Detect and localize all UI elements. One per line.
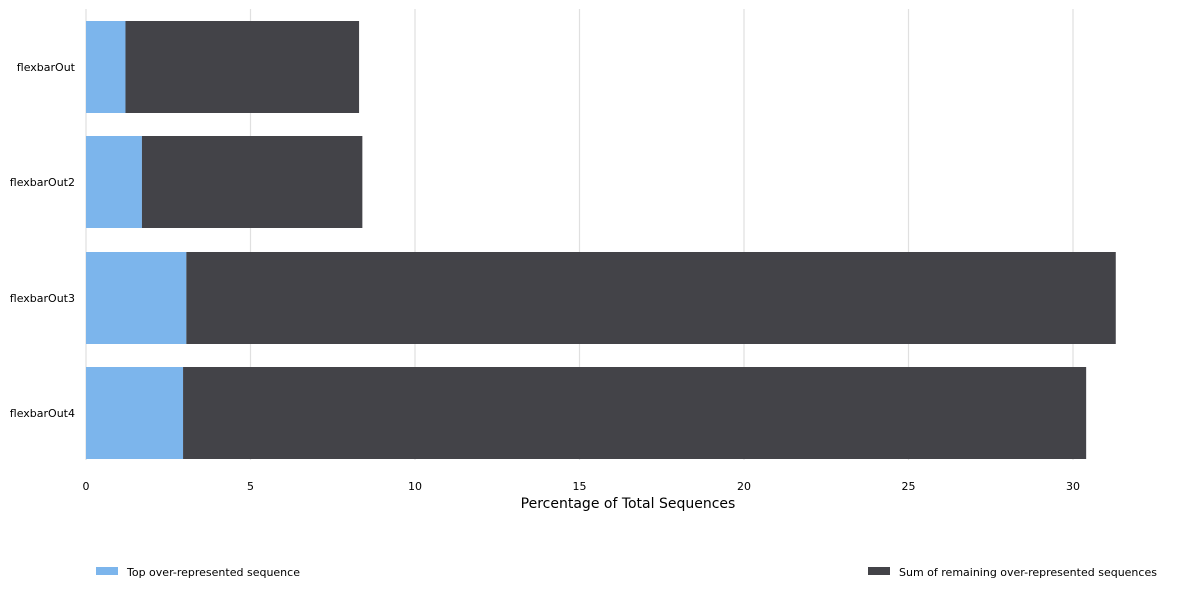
category-label: flexbarOut bbox=[17, 61, 76, 74]
bar-top-sequence bbox=[86, 252, 186, 344]
x-tick-label: 10 bbox=[408, 480, 422, 493]
bar-top-sequence bbox=[86, 367, 183, 459]
category-label: flexbarOut2 bbox=[10, 176, 75, 189]
bar-top-sequence bbox=[86, 21, 125, 113]
x-tick-label: 15 bbox=[573, 480, 587, 493]
legend-swatch[interactable] bbox=[96, 567, 118, 575]
x-tick-label: 5 bbox=[247, 480, 254, 493]
legend-label[interactable]: Top over-represented sequence bbox=[126, 566, 300, 579]
bar-remaining-sequences bbox=[183, 367, 1086, 459]
category-labels: flexbarOut flexbarOut2 flexbarOut3 flexbarO… bbox=[10, 61, 76, 420]
legend: Top over-represented sequence Sum of rema… bbox=[96, 566, 1157, 579]
x-tick-labels: 0 5 10 15 20 25 30 bbox=[83, 480, 1081, 493]
x-tick-label: 30 bbox=[1066, 480, 1080, 493]
legend-label[interactable]: Sum of remaining over-represented sequen… bbox=[899, 566, 1157, 579]
x-axis-title: Percentage of Total Sequences bbox=[521, 496, 736, 512]
x-tick-label: 20 bbox=[737, 480, 751, 493]
category-label: flexbarOut4 bbox=[10, 407, 75, 420]
category-label: flexbarOut3 bbox=[10, 292, 75, 305]
legend-swatch[interactable] bbox=[868, 567, 890, 575]
x-tick-label: 0 bbox=[83, 480, 90, 493]
x-tick-label: 25 bbox=[902, 480, 916, 493]
bar-top-sequence bbox=[86, 136, 142, 228]
bar-remaining-sequences bbox=[125, 21, 359, 113]
bar-remaining-sequences bbox=[186, 252, 1115, 344]
bars-layer bbox=[86, 21, 1116, 459]
bar-remaining-sequences bbox=[142, 136, 362, 228]
